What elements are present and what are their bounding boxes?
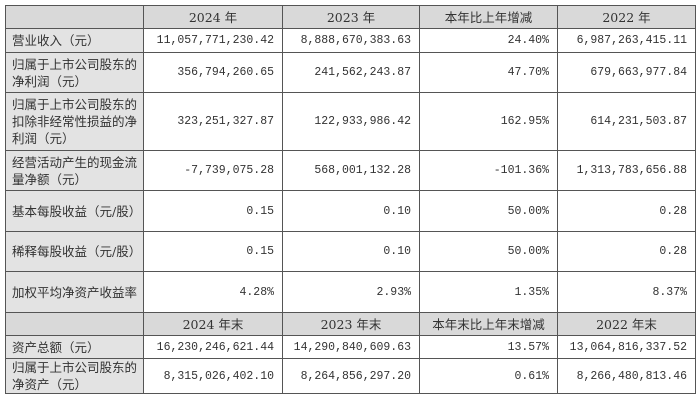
table-row: 加权平均净资产收益率 4.28% 2.93% 1.35% 8.37% — [5, 271, 696, 313]
row-label: 基本每股收益（元/股） — [5, 190, 144, 232]
column-header: 本年末比上年末增减 — [419, 312, 558, 336]
row-label: 营业收入（元） — [5, 28, 144, 53]
table-cell: 8,266,480,813.46 — [557, 358, 696, 394]
table-cell: 122,933,986.42 — [282, 92, 420, 151]
table-cell: 614,231,503.87 — [557, 92, 696, 151]
table-row: 基本每股收益（元/股） 0.15 0.10 50.00% 0.28 — [5, 190, 696, 232]
table-cell: 13.57% — [419, 335, 558, 359]
table-cell: 2.93% — [282, 271, 420, 313]
table-cell: 241,562,243.87 — [282, 52, 420, 93]
table-row: 归属于上市公司股东的净利润（元） 356,794,260.65 241,562,24… — [5, 52, 696, 93]
table-cell: 1.35% — [419, 271, 558, 313]
table-row: 归属于上市公司股东的扣除非经常性损益的净利润（元） 323,251,327.87 1… — [5, 92, 696, 151]
column-header: 2022 年 — [557, 5, 696, 29]
table-cell: 1,313,783,656.88 — [557, 150, 696, 191]
table-cell: 11,057,771,230.42 — [143, 28, 283, 53]
table-cell: 47.70% — [419, 52, 558, 93]
table-row: 稀释每股收益（元/股） 0.15 0.10 50.00% 0.28 — [5, 231, 696, 272]
table-cell: 0.61% — [419, 358, 558, 394]
row-label: 归属于上市公司股东的扣除非经常性损益的净利润（元） — [5, 92, 144, 151]
table-cell: 6,987,263,415.11 — [557, 28, 696, 53]
column-header: 2024 年 — [143, 5, 283, 29]
column-header — [5, 312, 144, 336]
row-label: 资产总额（元） — [5, 335, 144, 359]
column-header: 2022 年末 — [557, 312, 696, 336]
table-cell: 24.40% — [419, 28, 558, 53]
table-cell: 0.28 — [557, 231, 696, 272]
financial-summary-table: 2024 年 2023 年本年比上年增减 2022 年营业收入（元） 11,057,7… — [5, 5, 696, 394]
table-cell: 8,264,856,297.20 — [282, 358, 420, 394]
table-cell: 50.00% — [419, 190, 558, 232]
column-header: 2023 年 — [282, 5, 420, 29]
table-cell: 8.37% — [557, 271, 696, 313]
table-cell: 0.28 — [557, 190, 696, 232]
table-cell: 0.10 — [282, 190, 420, 232]
row-label: 归属于上市公司股东的净利润（元） — [5, 52, 144, 93]
column-header: 2023 年末 — [282, 312, 420, 336]
table-cell: 0.15 — [143, 231, 283, 272]
header-row: 2024 年末 2023 年末 本年末比上年末增减 2022 年末 — [5, 312, 696, 336]
row-label: 稀释每股收益（元/股） — [5, 231, 144, 272]
table-cell: 50.00% — [419, 231, 558, 272]
table-cell: 0.15 — [143, 190, 283, 232]
table-row: 归属于上市公司股东的净资产（元） 8,315,026,402.10 8,264,85… — [5, 358, 696, 394]
column-header: 本年比上年增减 — [419, 5, 558, 29]
table-cell: 16,230,246,621.44 — [143, 335, 283, 359]
table-cell: 13,064,816,337.52 — [557, 335, 696, 359]
table-cell: 162.95% — [419, 92, 558, 151]
table-row: 资产总额（元） 16,230,246,621.44 14,290,840,609.6… — [5, 335, 696, 359]
table-cell: 4.28% — [143, 271, 283, 313]
column-header: 2024 年末 — [143, 312, 283, 336]
row-label: 加权平均净资产收益率 — [5, 271, 144, 313]
table-cell: -101.36% — [419, 150, 558, 191]
row-label: 归属于上市公司股东的净资产（元） — [5, 358, 144, 394]
column-header — [5, 5, 144, 29]
row-label: 经营活动产生的现金流量净额（元） — [5, 150, 144, 191]
table-cell: 14,290,840,609.63 — [282, 335, 420, 359]
table-row: 经营活动产生的现金流量净额（元） -7,739,075.28 568,001,132… — [5, 150, 696, 191]
table-cell: 8,888,670,383.63 — [282, 28, 420, 53]
table-cell: 0.10 — [282, 231, 420, 272]
table-cell: 679,663,977.84 — [557, 52, 696, 93]
header-row: 2024 年 2023 年本年比上年增减 2022 年 — [5, 5, 696, 29]
table-cell: -7,739,075.28 — [143, 150, 283, 191]
table-cell: 356,794,260.65 — [143, 52, 283, 93]
table-cell: 568,001,132.28 — [282, 150, 420, 191]
table-cell: 8,315,026,402.10 — [143, 358, 283, 394]
table-cell: 323,251,327.87 — [143, 92, 283, 151]
table-row: 营业收入（元） 11,057,771,230.42 8,888,670,383.63… — [5, 28, 696, 53]
